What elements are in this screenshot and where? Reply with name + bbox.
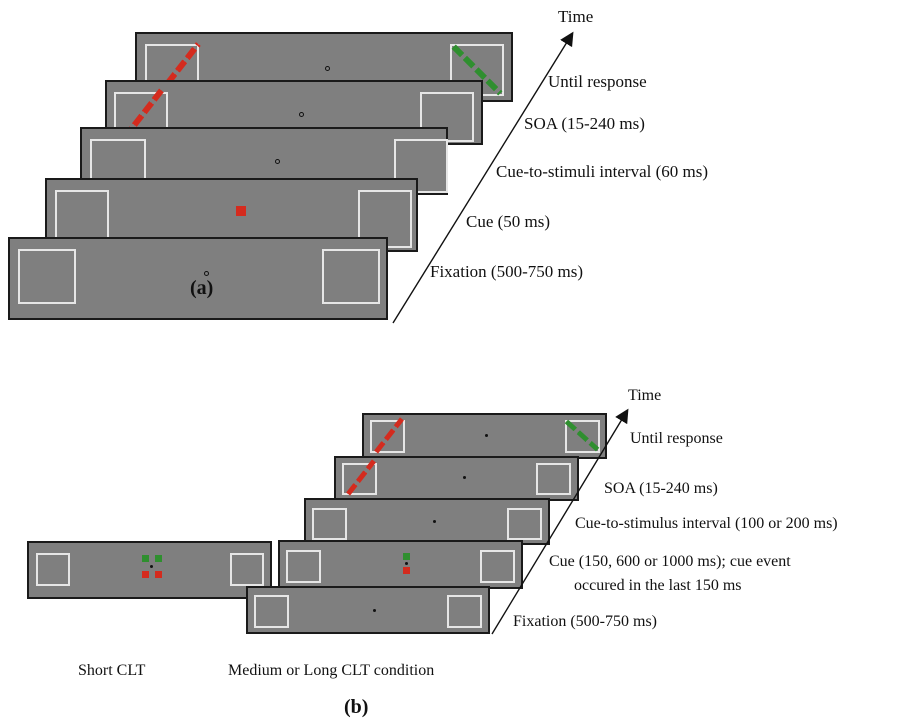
right-placeholder-box bbox=[480, 550, 515, 583]
panel-a-label: (a) bbox=[190, 277, 214, 299]
left-placeholder-box bbox=[312, 508, 347, 540]
green-cue-square bbox=[403, 553, 410, 560]
fixation-dot bbox=[150, 565, 153, 568]
screen-fixation-a: (a) bbox=[8, 237, 388, 320]
fixation-dot bbox=[485, 434, 488, 437]
screen-short-clt bbox=[27, 541, 272, 599]
red-cue-square bbox=[155, 571, 162, 578]
left-placeholder-box bbox=[286, 550, 321, 583]
fixation-dot bbox=[373, 609, 376, 612]
right-placeholder-box bbox=[394, 139, 448, 193]
red-cue-square bbox=[236, 206, 246, 216]
stage-fixation-b: Fixation (500-750 ms) bbox=[513, 613, 657, 630]
stage-soa-b: SOA (15-240 ms) bbox=[604, 480, 718, 497]
left-placeholder-box bbox=[370, 420, 405, 453]
fixation-dot bbox=[463, 476, 466, 479]
left-placeholder-box bbox=[18, 249, 76, 304]
left-placeholder-box bbox=[36, 553, 70, 586]
right-placeholder-box bbox=[565, 420, 600, 453]
right-placeholder-box bbox=[507, 508, 542, 540]
left-placeholder-box bbox=[254, 595, 289, 628]
stage-interval-a: Cue-to-stimuli interval (60 ms) bbox=[496, 162, 708, 181]
time-label-b: Time bbox=[628, 387, 662, 404]
time-arrow-b bbox=[491, 408, 629, 635]
right-placeholder-box bbox=[447, 595, 482, 628]
green-cue-square bbox=[155, 555, 162, 562]
panel-b-label: (b) bbox=[344, 696, 369, 718]
fixation-dot bbox=[433, 520, 436, 523]
short-clt-label: Short CLT bbox=[78, 662, 146, 679]
fixation-ring bbox=[204, 271, 209, 276]
fixation-dot bbox=[405, 562, 408, 565]
stage-cue-b-line1: Cue (150, 600 or 1000 ms); cue event bbox=[549, 553, 791, 570]
right-placeholder-box bbox=[322, 249, 380, 304]
screen-cue-b bbox=[278, 540, 523, 589]
stage-soa-a: SOA (15-240 ms) bbox=[524, 114, 645, 133]
stage-cue-a: Cue (50 ms) bbox=[466, 212, 551, 231]
stage-interval-b: Cue-to-stimulus interval (100 or 200 ms) bbox=[575, 515, 838, 532]
right-placeholder-box bbox=[230, 553, 264, 586]
fixation-ring bbox=[325, 66, 330, 71]
right-placeholder-box bbox=[536, 463, 571, 495]
stage-cue-b-line2: occured in the last 150 ms bbox=[574, 577, 742, 594]
stage-until-response-b: Until response bbox=[630, 430, 723, 447]
time-arrow-a bbox=[392, 31, 574, 324]
screen-interval-b bbox=[304, 498, 550, 545]
time-label-a: Time bbox=[558, 7, 594, 26]
stage-until-response-a: Until response bbox=[548, 72, 647, 91]
stage-fixation-a: Fixation (500-750 ms) bbox=[430, 262, 583, 281]
screen-fixation-b bbox=[246, 586, 490, 634]
fixation-ring bbox=[299, 112, 304, 117]
fixation-ring bbox=[275, 159, 280, 164]
medium-long-clt-label: Medium or Long CLT condition bbox=[228, 662, 435, 679]
red-cue-square bbox=[403, 567, 410, 574]
red-cue-square bbox=[142, 571, 149, 578]
left-placeholder-box bbox=[342, 463, 377, 495]
green-cue-square bbox=[142, 555, 149, 562]
